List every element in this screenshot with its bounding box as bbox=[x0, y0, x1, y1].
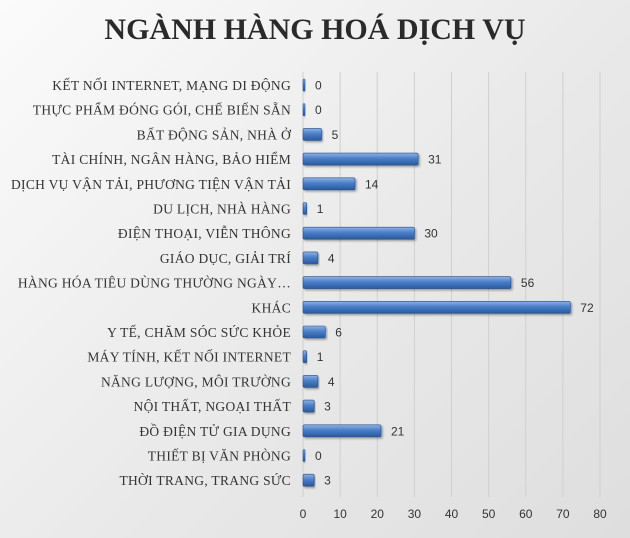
data-label: 3 bbox=[324, 474, 331, 488]
data-label: 21 bbox=[391, 424, 405, 438]
chart-title: NGÀNH HÀNG HOÁ DỊCH VỤ bbox=[104, 13, 525, 46]
bar bbox=[302, 78, 306, 92]
data-label: 0 bbox=[315, 79, 322, 93]
x-tick-label: 30 bbox=[408, 507, 422, 521]
category-label: DU LỊCH, NHÀ HÀNG bbox=[153, 202, 291, 217]
bar bbox=[302, 375, 319, 388]
data-label: 14 bbox=[365, 177, 379, 191]
data-label: 1 bbox=[317, 350, 324, 364]
category-label: NỘI THẤT, NGOẠI THẤT bbox=[134, 399, 292, 414]
x-tick-label: 20 bbox=[371, 507, 385, 521]
category-label: MÁY TÍNH, KẾT NỐI INTERNET bbox=[87, 350, 291, 365]
category-label: Y TẾ, CHĂM SÓC SỨC KHỎE bbox=[107, 325, 291, 340]
bar bbox=[302, 226, 415, 240]
bar bbox=[302, 128, 322, 141]
category-label: DỊCH VỤ VẬN TẢI, PHƯƠNG TIỆN VẬN TẢI bbox=[11, 177, 291, 192]
data-label: 31 bbox=[428, 153, 442, 167]
category-label: KHÁC bbox=[252, 300, 291, 315]
bar bbox=[302, 152, 419, 166]
category-label: GIÁO DỤC, GIẢI TRÍ bbox=[160, 251, 291, 266]
x-tick-label: 80 bbox=[593, 507, 607, 521]
data-label: 3 bbox=[324, 400, 331, 414]
category-label: THỜI TRANG, TRANG SỨC bbox=[119, 473, 291, 488]
data-label: 0 bbox=[315, 103, 322, 117]
data-label: 5 bbox=[332, 128, 339, 142]
data-label: 56 bbox=[521, 276, 535, 290]
x-tick-label: 60 bbox=[519, 507, 533, 521]
data-label: 6 bbox=[335, 326, 342, 340]
bar bbox=[302, 177, 356, 191]
x-tick-label: 50 bbox=[482, 507, 496, 521]
bar bbox=[302, 103, 306, 116]
data-label: 4 bbox=[328, 251, 335, 265]
category-label: THỰC PHẨM ĐÓNG GÓI, CHẾ BIẾN SẴN bbox=[33, 103, 291, 118]
category-label: BẤT ĐỘNG SẢN, NHÀ Ở bbox=[137, 127, 292, 142]
x-tick-label: 40 bbox=[445, 507, 459, 521]
bar bbox=[302, 325, 326, 339]
x-tick-label: 10 bbox=[333, 507, 347, 521]
bar bbox=[302, 449, 306, 462]
bar bbox=[302, 473, 315, 487]
bar bbox=[302, 251, 319, 265]
bars bbox=[302, 78, 571, 487]
bar bbox=[302, 202, 308, 215]
category-label: ĐIỆN THOẠI, VIỄN THÔNG bbox=[118, 226, 291, 241]
x-tick-label: 70 bbox=[556, 507, 570, 521]
data-label: 30 bbox=[424, 227, 438, 241]
category-label: HÀNG HÓA TIÊU DÙNG THƯỜNG NGÀY… bbox=[18, 276, 291, 291]
category-label: NĂNG LƯỢNG, MÔI TRƯỜNG bbox=[101, 374, 291, 389]
data-label: 4 bbox=[328, 375, 335, 389]
category-label: TÀI CHÍNH, NGÂN HÀNG, BẢO HIỂM bbox=[52, 152, 291, 167]
category-label: ĐỒ ĐIỆN TỬ GIA DỤNG bbox=[139, 424, 291, 439]
bar bbox=[302, 276, 512, 289]
category-label: KẾT NỐI INTERNET, MẠNG DI ĐỘNG bbox=[52, 78, 291, 93]
x-axis-ticks: 0 10 20 30 40 50 60 70 80 bbox=[300, 507, 607, 521]
data-label: 72 bbox=[580, 301, 594, 315]
bar bbox=[302, 399, 315, 413]
bar bbox=[302, 424, 382, 438]
data-label: 1 bbox=[317, 202, 324, 216]
bar bbox=[302, 300, 571, 314]
bar bbox=[302, 350, 308, 364]
data-label: 0 bbox=[315, 449, 322, 463]
x-tick-label: 0 bbox=[300, 507, 307, 521]
category-labels: KẾT NỐI INTERNET, MẠNG DI ĐỘNG THỰC PHẨM … bbox=[11, 78, 292, 488]
category-label: THIẾT BỊ VĂN PHÒNG bbox=[148, 449, 291, 464]
